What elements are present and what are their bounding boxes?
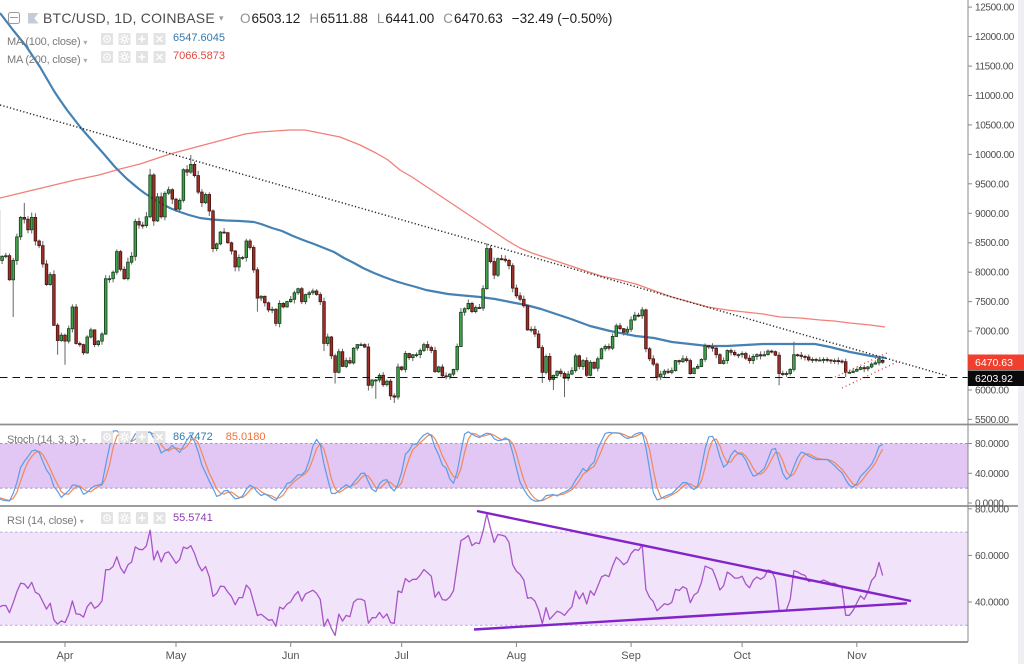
svg-text:10000.00: 10000.00 — [975, 150, 1015, 161]
svg-text:9000.00: 9000.00 — [975, 209, 1009, 220]
svg-text:Oct: Oct — [734, 650, 751, 662]
svg-text:Nov: Nov — [847, 650, 867, 662]
svg-text:10500.00: 10500.00 — [975, 120, 1015, 131]
svg-text:Apr: Apr — [56, 650, 73, 662]
svg-text:80.0000: 80.0000 — [975, 439, 1009, 450]
svg-text:Aug: Aug — [507, 650, 527, 662]
svg-text:6470.63: 6470.63 — [975, 357, 1013, 369]
svg-text:12500.00: 12500.00 — [975, 3, 1015, 14]
svg-text:6000.00: 6000.00 — [975, 386, 1009, 397]
svg-text:8000.00: 8000.00 — [975, 268, 1009, 279]
svg-text:5500.00: 5500.00 — [975, 415, 1009, 426]
svg-text:80.0000: 80.0000 — [975, 504, 1009, 515]
svg-text:11000.00: 11000.00 — [975, 91, 1014, 102]
svg-text:7500.00: 7500.00 — [975, 297, 1009, 308]
svg-text:9500.00: 9500.00 — [975, 179, 1009, 190]
svg-text:8500.00: 8500.00 — [975, 238, 1009, 249]
svg-text:11500.00: 11500.00 — [975, 62, 1014, 73]
svg-text:40.0000: 40.0000 — [975, 598, 1009, 609]
svg-text:May: May — [166, 650, 187, 662]
svg-text:6203.92: 6203.92 — [975, 373, 1013, 385]
svg-text:0.0000: 0.0000 — [975, 499, 1004, 510]
svg-text:Jul: Jul — [395, 650, 409, 662]
svg-text:Jun: Jun — [282, 650, 300, 662]
svg-text:12000.00: 12000.00 — [975, 32, 1015, 43]
svg-text:60.0000: 60.0000 — [975, 551, 1009, 562]
svg-text:7000.00: 7000.00 — [975, 327, 1009, 338]
svg-text:40.0000: 40.0000 — [975, 469, 1009, 480]
svg-text:Sep: Sep — [621, 650, 641, 662]
